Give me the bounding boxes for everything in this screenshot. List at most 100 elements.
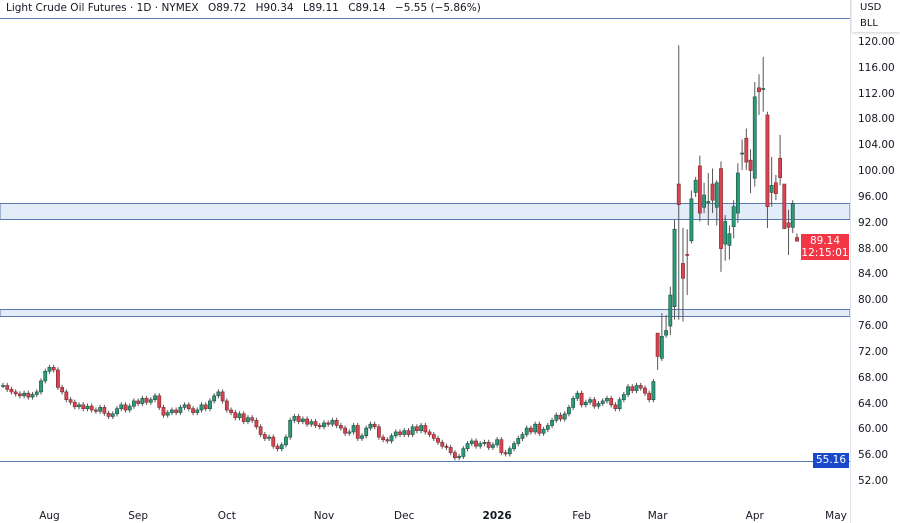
candle-body <box>697 165 702 214</box>
candle <box>258 424 263 438</box>
candle-body <box>309 421 314 425</box>
candle-body <box>119 404 124 410</box>
candle <box>545 422 550 432</box>
candle-body <box>600 400 605 404</box>
candle-body <box>364 427 369 437</box>
candle <box>60 384 65 395</box>
candle-body <box>9 389 14 393</box>
candle <box>393 429 398 439</box>
candle <box>351 422 356 435</box>
candle <box>765 111 770 228</box>
candle <box>182 402 187 410</box>
candle <box>647 390 652 403</box>
candle <box>144 395 149 405</box>
candle <box>9 386 14 395</box>
last-price-tag: 89.14 12:15:01 <box>801 234 849 260</box>
price-tick-label: 120.00 <box>858 36 895 48</box>
price-tick-label: 68.00 <box>858 371 889 384</box>
candle <box>271 434 276 449</box>
candle-body <box>51 367 56 371</box>
candle-body <box>26 392 31 398</box>
currency-label[interactable]: USD <box>860 2 882 13</box>
candle <box>499 437 504 456</box>
price-tick-label: 60.00 <box>858 423 889 436</box>
candle-body <box>17 393 22 397</box>
candle-body <box>140 398 145 404</box>
candle <box>478 440 483 449</box>
candle-body <box>723 221 728 245</box>
candle <box>355 422 360 441</box>
candle-body <box>495 439 500 446</box>
symbol-title[interactable]: Light Crude Oil Futures · 1D · NYMEX <box>6 2 199 14</box>
unit-label[interactable]: BLL <box>860 18 879 29</box>
candle-body <box>740 152 744 155</box>
candle <box>64 389 69 403</box>
candle <box>34 389 39 398</box>
last-price: 89.14 <box>809 235 841 247</box>
candle-body <box>355 425 360 439</box>
price-tick-label: 56.00 <box>858 449 889 462</box>
candle-body <box>647 392 652 400</box>
candle-body <box>735 172 740 214</box>
price-tick-label: 80.00 <box>858 294 889 307</box>
candle <box>482 439 487 447</box>
candle-body <box>672 228 677 307</box>
candle-body <box>47 367 52 372</box>
candle-body <box>241 413 246 422</box>
price-zone[interactable] <box>0 309 851 317</box>
currency-unit-box[interactable]: USD BLL <box>852 0 900 32</box>
candle <box>786 209 791 256</box>
price-tick-label: 84.00 <box>858 268 889 281</box>
candle-body <box>385 439 390 442</box>
candle <box>710 168 715 214</box>
candle <box>457 453 462 461</box>
candle <box>668 286 673 336</box>
candle <box>279 442 284 452</box>
candle <box>448 444 453 456</box>
candle <box>203 402 208 412</box>
candle-body <box>710 183 715 201</box>
candle <box>47 364 52 374</box>
candle-body <box>106 412 111 417</box>
candle-body <box>98 407 103 412</box>
candle-body <box>621 394 626 400</box>
candle-body <box>448 447 453 453</box>
candle-body <box>237 413 242 419</box>
candle-body <box>275 445 280 450</box>
candle <box>474 438 478 449</box>
candle-body <box>13 391 18 395</box>
candle-body <box>89 405 94 411</box>
chart-legend: Light Crude Oil Futures · 1D · NYMEX O89… <box>6 2 487 14</box>
price-tick-label: 96.00 <box>858 190 889 203</box>
candle-body <box>638 385 643 389</box>
candle <box>537 421 542 436</box>
candle-body <box>174 409 179 413</box>
candle <box>592 397 597 409</box>
candle <box>638 382 643 391</box>
candle <box>795 233 799 242</box>
candle <box>360 433 364 441</box>
candle <box>419 422 424 434</box>
candle-body <box>220 391 225 402</box>
candle-body <box>790 203 795 228</box>
candle <box>381 434 386 443</box>
candle <box>731 200 736 239</box>
candle <box>343 425 347 436</box>
candle <box>119 402 124 412</box>
candle <box>195 407 200 416</box>
candle-body <box>157 395 162 408</box>
candle-body <box>491 444 495 448</box>
candle <box>579 390 584 408</box>
candle <box>72 399 77 410</box>
candle <box>148 397 153 405</box>
candle <box>22 390 27 399</box>
candle <box>507 446 512 457</box>
candle-body <box>778 157 783 178</box>
candle <box>30 391 35 400</box>
candle-body <box>1 385 5 387</box>
candle <box>17 391 22 399</box>
candle <box>81 402 86 412</box>
candle <box>123 402 128 413</box>
candle-body <box>529 427 533 433</box>
